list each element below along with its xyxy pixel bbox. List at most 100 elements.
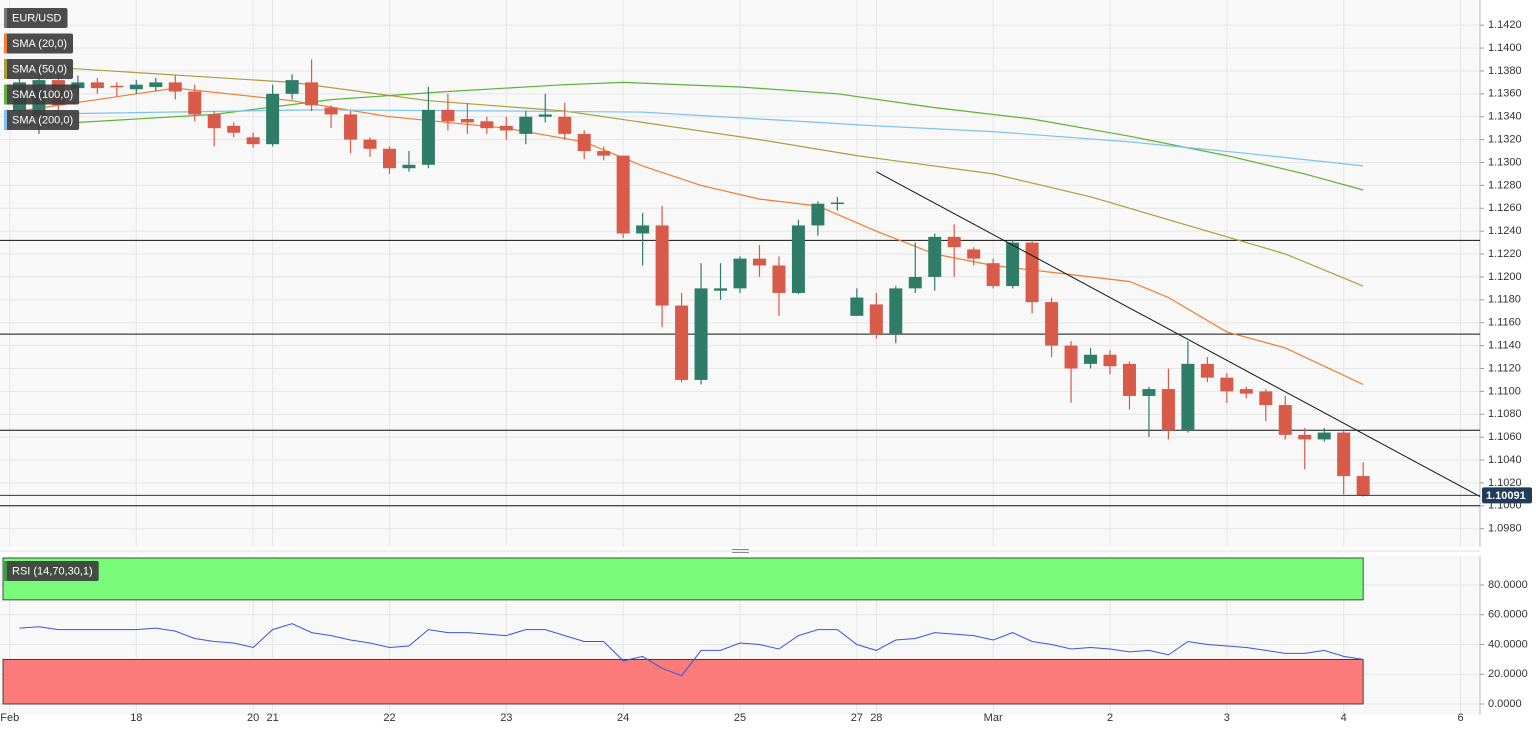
overbought-zone	[2, 557, 1364, 601]
candle	[1220, 373, 1234, 403]
candle	[616, 155, 630, 239]
candle-body	[655, 225, 669, 306]
candle	[1278, 395, 1292, 440]
candle	[558, 102, 572, 140]
candle-body	[421, 109, 435, 165]
candle-body	[402, 164, 416, 169]
candle-body	[850, 297, 864, 316]
candle	[1161, 368, 1175, 440]
candle-body	[1298, 434, 1312, 440]
candle-body	[1025, 242, 1039, 303]
legend-box	[4, 33, 74, 54]
candle-body	[1337, 432, 1351, 477]
candle	[110, 82, 124, 97]
candle	[538, 93, 552, 123]
candle	[1200, 357, 1214, 383]
candle-body	[129, 84, 143, 90]
legend-swatch	[4, 59, 7, 79]
y-tick-label: 1.1400	[1488, 42, 1522, 54]
y-tick-label: 1.1260	[1488, 202, 1522, 214]
candle-body	[460, 119, 474, 123]
legend-label: SMA (100,0)	[12, 89, 73, 101]
candle-body	[246, 137, 260, 145]
candle	[830, 196, 844, 211]
candle-body	[597, 151, 611, 156]
y-tick-label: 1.1240	[1488, 225, 1522, 237]
candle	[90, 77, 104, 94]
candle-body	[207, 114, 221, 129]
candle-body	[1220, 377, 1234, 392]
sma-line	[19, 109, 1364, 167]
candle-body	[869, 304, 883, 335]
candle	[305, 59, 319, 112]
candle	[1064, 341, 1078, 403]
candle-body	[188, 91, 202, 115]
candle	[850, 288, 864, 316]
legend-label: SMA (20,0)	[12, 38, 67, 50]
legend-label: RSI (14,70,30,1)	[12, 565, 93, 577]
candle	[1103, 350, 1117, 375]
legend-swatch	[4, 33, 7, 54]
candle-body	[1239, 389, 1253, 394]
candle	[1045, 297, 1059, 358]
candle	[947, 224, 961, 277]
y-tick-label: 1.1140	[1488, 340, 1521, 352]
candle-body	[1200, 363, 1214, 378]
candle-body	[538, 114, 552, 117]
candle	[1259, 389, 1273, 422]
candle-body	[1122, 363, 1136, 396]
candle-body	[227, 125, 241, 133]
candle-body	[752, 258, 766, 266]
candle-body	[1161, 389, 1175, 431]
candle	[421, 86, 435, 169]
last-price-box	[1482, 487, 1532, 504]
x-tick-label: 24	[617, 712, 629, 724]
candle-body	[636, 225, 650, 234]
candle	[1239, 386, 1253, 399]
y-tick-label: 40.0000	[1488, 638, 1528, 650]
legend-box	[4, 110, 80, 130]
candle-body	[830, 202, 844, 205]
candle	[188, 84, 202, 122]
y-tick-label: 1.0980	[1488, 523, 1522, 535]
candle-body	[675, 305, 689, 380]
legend-swatch	[4, 110, 7, 130]
candle	[441, 93, 455, 131]
candle	[869, 292, 883, 339]
x-tick-label: Feb	[0, 712, 19, 724]
sma-line	[19, 81, 1364, 191]
y-tick-label: 20.0000	[1488, 668, 1528, 680]
y-tick-label: 1.1300	[1488, 156, 1522, 168]
candle	[967, 247, 981, 266]
x-tick-label: 22	[383, 712, 395, 724]
candle-body	[1278, 405, 1292, 435]
legend-swatch	[4, 8, 7, 28]
legend-item: SMA (100,0)	[4, 84, 80, 105]
candle	[694, 263, 708, 385]
y-tick-label: 1.1340	[1488, 111, 1522, 123]
legend-swatch	[4, 561, 7, 581]
y-tick-label: 1.1320	[1488, 134, 1522, 146]
candle	[1356, 462, 1370, 497]
candle-body	[1084, 354, 1098, 364]
legend-label: SMA (200,0)	[12, 114, 73, 126]
x-tick-label: 2	[1107, 712, 1113, 724]
candle	[908, 242, 922, 293]
resize-handle[interactable]	[732, 549, 749, 553]
candle	[324, 105, 338, 129]
candle	[986, 258, 1000, 289]
candle	[597, 146, 611, 161]
candle	[1122, 361, 1136, 410]
candle	[227, 122, 241, 138]
candle-body	[1142, 389, 1156, 396]
y-tick-label: 1.1160	[1488, 317, 1521, 329]
y-tick-label: 1.1080	[1488, 408, 1522, 420]
y-tick-label: 1.1220	[1488, 248, 1522, 260]
y-tick-label: 0.0000	[1488, 698, 1522, 710]
legend-item: EUR/USD	[4, 8, 68, 28]
candle	[714, 263, 728, 300]
candle	[149, 77, 163, 92]
candle-body	[382, 148, 396, 169]
